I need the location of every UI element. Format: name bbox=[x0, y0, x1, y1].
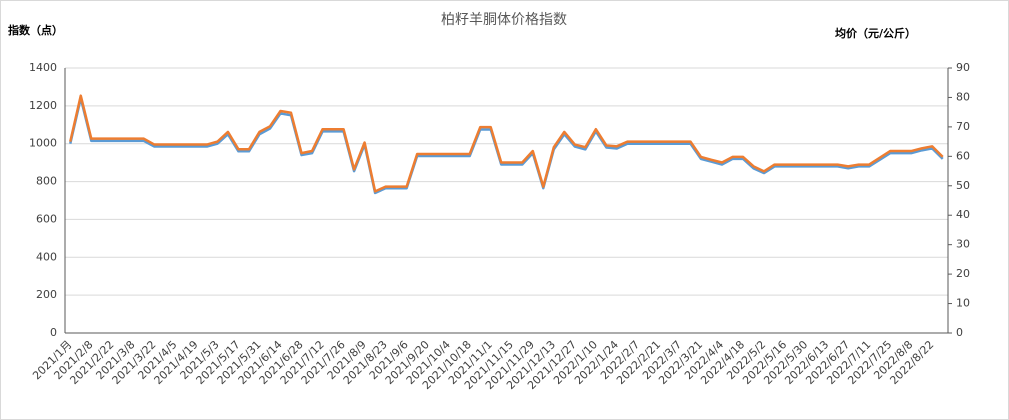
y-tick-label: 800 bbox=[36, 175, 57, 188]
chart-title: 柏籽羊胴体价格指数 bbox=[441, 12, 567, 28]
y-tick-label: 200 bbox=[36, 288, 57, 301]
y-tick-label: 1400 bbox=[29, 61, 57, 74]
y-tick-label: 0 bbox=[50, 326, 57, 339]
y-tick-label: 600 bbox=[36, 212, 57, 225]
y2-tick-label: 60 bbox=[956, 149, 970, 162]
y-tick-label: 1000 bbox=[29, 137, 57, 150]
y-tick-label: 400 bbox=[36, 250, 57, 263]
y2-tick-label: 10 bbox=[956, 297, 970, 310]
y2-tick-label: 30 bbox=[956, 238, 970, 251]
y2-tick-label: 20 bbox=[956, 267, 970, 280]
y2-tick-label: 90 bbox=[956, 61, 970, 74]
y2-tick-label: 40 bbox=[956, 208, 970, 221]
y-axis-title: 指数（点） bbox=[8, 23, 63, 37]
y2-tick-label: 50 bbox=[956, 179, 970, 192]
y2-tick-label: 70 bbox=[956, 120, 970, 133]
y2-tick-label: 80 bbox=[956, 90, 970, 103]
series-line bbox=[69, 94, 944, 193]
series-line bbox=[69, 97, 944, 195]
y-tick-label: 1200 bbox=[29, 99, 57, 112]
y2-tick-label: 0 bbox=[956, 326, 963, 339]
y2-axis-title: 均价（元/公斤） bbox=[835, 26, 916, 40]
